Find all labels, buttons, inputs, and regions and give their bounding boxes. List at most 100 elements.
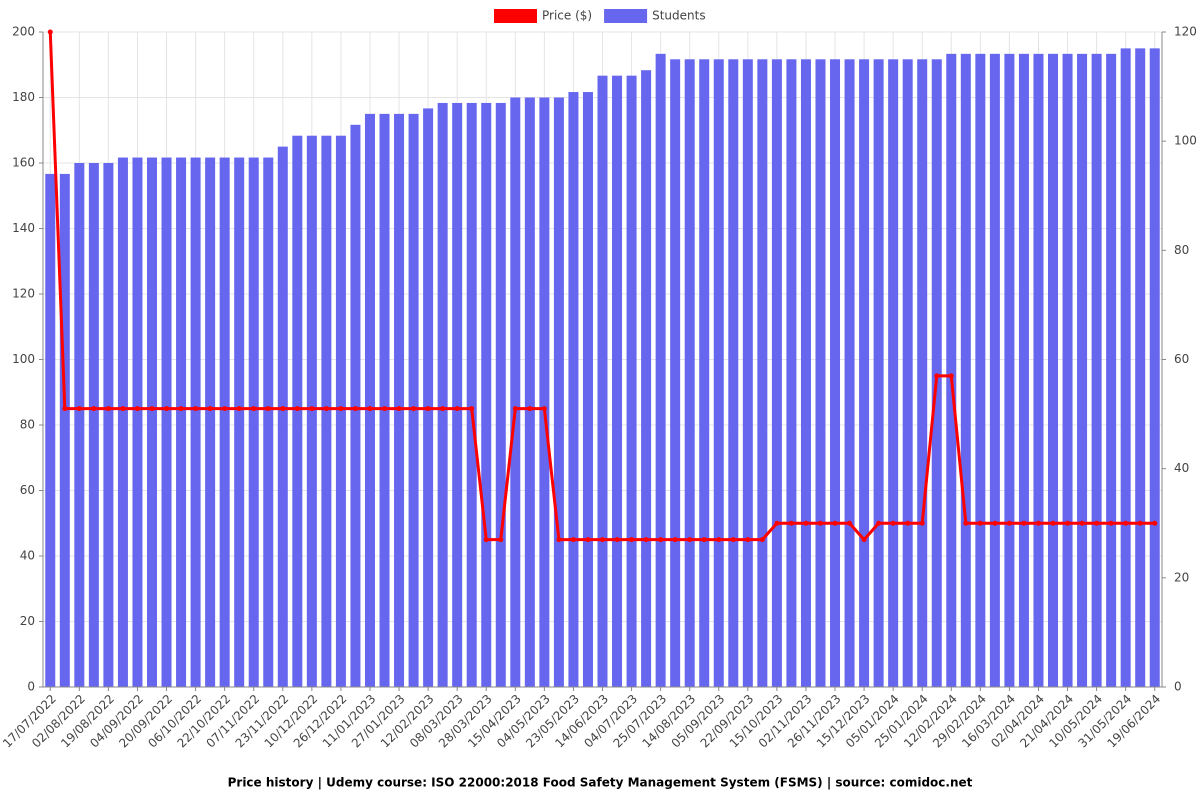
price-point [905, 520, 911, 526]
bar [786, 59, 797, 687]
bar [306, 135, 317, 688]
price-point [745, 537, 751, 543]
y-tick-label: 40 [20, 549, 35, 563]
bar [466, 102, 477, 688]
bar [132, 157, 143, 687]
y-tick-label: 120 [12, 287, 35, 301]
price-point [164, 406, 170, 412]
y2-tick-label: 80 [1174, 243, 1189, 257]
bar [655, 53, 666, 688]
bar [190, 157, 201, 687]
price-point [658, 537, 664, 543]
price-point [280, 406, 286, 412]
price-point [992, 520, 998, 526]
bar [1091, 53, 1102, 688]
price-point [236, 406, 242, 412]
bar [452, 102, 463, 688]
bar [437, 102, 448, 688]
price-point [803, 520, 809, 526]
price-point [600, 537, 605, 543]
price-point [977, 520, 983, 526]
bar [524, 97, 535, 687]
chart-title: Price history | Udemy course: ISO 22000:… [228, 776, 973, 790]
bar [495, 102, 506, 688]
price-point [817, 520, 823, 526]
price-point [440, 406, 446, 412]
bar [742, 59, 753, 687]
price-point [963, 520, 969, 526]
bar [1018, 53, 1029, 688]
price-point [91, 406, 97, 412]
bar [146, 157, 157, 687]
price-point [382, 406, 388, 412]
price-point [265, 406, 271, 412]
price-point [672, 537, 678, 543]
bar [946, 53, 957, 688]
y2-tick-label: 40 [1174, 461, 1189, 475]
price-point [629, 537, 635, 543]
bar [45, 173, 56, 687]
price-point [614, 537, 620, 543]
bar [771, 59, 782, 687]
price-point [948, 373, 954, 379]
price-point [105, 406, 111, 412]
price-point [1123, 520, 1129, 526]
bar [597, 75, 608, 687]
price-point [934, 373, 940, 379]
bar [670, 59, 681, 687]
price-point [134, 406, 140, 412]
price-point [759, 537, 765, 543]
bar [684, 59, 695, 687]
y-tick-label: 140 [12, 221, 35, 235]
bar [117, 157, 128, 687]
bar [975, 53, 986, 688]
bar [1033, 53, 1044, 688]
bar [989, 53, 1000, 688]
bar [699, 59, 710, 687]
bar [161, 157, 172, 687]
y-tick-label: 200 [12, 25, 35, 39]
bar [931, 59, 942, 687]
bar [481, 102, 492, 688]
bar [394, 113, 405, 687]
bar [1062, 53, 1073, 688]
price-point [411, 406, 417, 412]
price-point [294, 406, 300, 412]
bar [728, 59, 739, 687]
price-point [847, 520, 853, 526]
bar [176, 157, 187, 687]
price-point [876, 520, 882, 526]
price-point [498, 537, 504, 543]
price-point [338, 406, 344, 412]
bar [423, 108, 434, 687]
bar [582, 92, 593, 687]
bar [844, 59, 855, 687]
price-point [730, 537, 736, 543]
y2-tick-label: 20 [1174, 570, 1189, 584]
bar [379, 113, 390, 687]
price-point [527, 406, 533, 412]
price-point [556, 537, 562, 543]
bar [88, 163, 99, 687]
bar [59, 173, 70, 687]
bar [568, 92, 579, 687]
bar [1135, 48, 1146, 687]
price-point [367, 406, 373, 412]
price-point [178, 406, 184, 412]
y-tick-label: 60 [20, 483, 35, 497]
y2-tick-label: 0 [1174, 680, 1182, 694]
bar [553, 97, 564, 687]
price-point [1065, 520, 1071, 526]
price-point [861, 537, 867, 543]
bar [917, 59, 928, 687]
y2-tick-label: 120 [1174, 25, 1197, 39]
bar [74, 163, 85, 687]
price-point [47, 29, 53, 35]
price-point [716, 537, 722, 543]
y-tick-label: 180 [12, 90, 35, 104]
price-point [687, 537, 693, 543]
price-point [541, 406, 547, 412]
legend-swatch [494, 9, 537, 23]
legend-label: Students [652, 9, 706, 23]
price-point [1137, 520, 1143, 526]
